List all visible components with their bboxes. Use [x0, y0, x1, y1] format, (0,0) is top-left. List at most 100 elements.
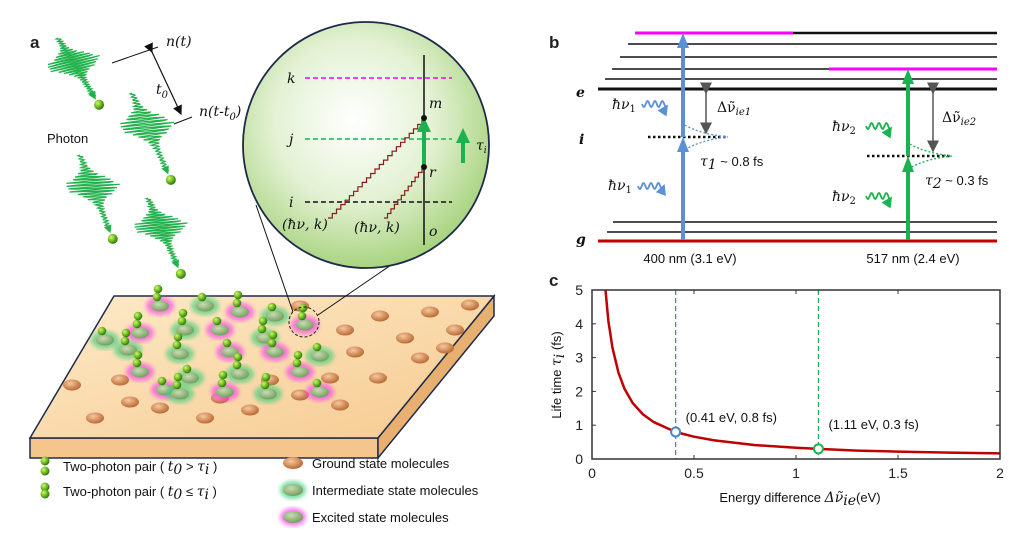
y-tick-label: 2 — [575, 383, 583, 399]
hv2-lower: ħν2 — [832, 189, 856, 207]
svg-text:Excited state molecules: Excited state molecules — [312, 510, 449, 525]
photon-ball-icon — [298, 303, 308, 313]
magnified-view-circle — [242, 21, 490, 269]
n-t-t0-leader-line — [173, 116, 193, 125]
point-m — [421, 115, 427, 121]
wavelength-label-517: 517 nm (2.4 eV) — [866, 251, 959, 266]
ground-state-molecule — [121, 396, 139, 408]
intermediate-state-molecule — [119, 344, 137, 356]
photon-ball-icon — [40, 482, 50, 492]
hv2-upper: ħν2 — [832, 119, 856, 137]
photon-ball-icon — [222, 338, 232, 348]
photon-ball-icon — [153, 284, 163, 294]
photon-ball-icon — [177, 316, 187, 326]
n-t-t0-label: n(t-t0) — [199, 104, 241, 123]
label-e: e — [576, 85, 585, 101]
ground-state-molecule — [421, 306, 439, 318]
y-tick-label: 1 — [575, 417, 583, 433]
photon-ball-icon — [197, 292, 207, 302]
intermediate-state-molecule — [176, 324, 194, 336]
photon-ball-icon — [232, 360, 242, 370]
axis-ticks: 0 0.5 1 1.5 2 0 1 2 3 4 5 — [575, 282, 1004, 481]
photon-arrow-head — [161, 165, 169, 175]
photon-wave-packets — [47, 37, 188, 279]
ground-state-molecule — [111, 374, 129, 386]
y-tick-label: 3 — [575, 350, 583, 366]
label-hv-k-2: (ħν, k) — [354, 220, 400, 236]
photon-wave-icon — [865, 121, 892, 139]
ground-state-molecule — [321, 372, 339, 384]
photon-ball-icon — [258, 316, 268, 326]
x-tick-label: 2 — [996, 465, 1004, 481]
photon-ball-icon — [257, 324, 267, 334]
excited-molecule-icon — [283, 511, 303, 523]
ground-state-molecule — [241, 404, 259, 416]
label-m: m — [429, 96, 442, 112]
ground-state-molecule — [196, 412, 214, 424]
svg-text:Intermediate state molecules: Intermediate state molecules — [312, 483, 479, 498]
point-r — [421, 164, 427, 170]
intermediate-molecule-icon — [283, 484, 303, 496]
arrow-head — [902, 156, 914, 172]
photon-wave-icon — [641, 99, 668, 117]
ground-state-molecule — [86, 412, 104, 424]
lifetime-profile-1 — [684, 124, 729, 151]
hv1-upper: ħν1 — [612, 97, 636, 115]
x-tick-label: 0.5 — [684, 465, 704, 481]
photon-ball-icon — [40, 466, 50, 476]
excited-state-molecule — [311, 386, 329, 398]
photon-ball-icon — [312, 342, 322, 352]
intermediate-state-molecule — [231, 368, 249, 380]
transition-arrow-head — [417, 117, 431, 132]
photon-label: Photon — [47, 131, 88, 146]
data-point-label-1: (0.41 eV, 0.8 fs) — [686, 410, 777, 425]
photon-ball-icon — [232, 298, 242, 308]
label-hv-k-1: (ħν, k) — [282, 217, 328, 233]
photon-ball-icon — [268, 330, 278, 340]
photon-staircase-1 — [328, 120, 423, 219]
wavelength-label-400: 400 nm (3.1 eV) — [643, 251, 736, 266]
excited-state-molecule — [211, 324, 229, 336]
svg-text:Two-photon pair ( t0 > τi ): Two-photon pair ( t0 > τi ) — [63, 459, 217, 478]
photon-ball-icon — [173, 332, 183, 342]
photon-ball-icon — [132, 358, 142, 368]
t0-label: t0 — [156, 82, 169, 101]
svg-text:Two-photon pair ( t0 ≤ τi ): Two-photon pair ( t0 ≤ τi ) — [63, 484, 217, 503]
photon-arrow-head — [88, 90, 96, 100]
photon-ball-icon — [260, 380, 270, 390]
photon-ball-icon — [173, 372, 183, 382]
tau2-label: τ2 ~ 0.3 fs — [925, 173, 989, 192]
legend-item-ground: Ground state molecules — [283, 456, 450, 471]
y-tick-label: 4 — [575, 316, 583, 332]
excited-state-molecule — [216, 386, 234, 398]
lifetime-profile-2 — [909, 143, 953, 169]
photon-ball-icon — [172, 380, 182, 390]
photon-wave-packet — [47, 37, 100, 97]
photon-arrow-head — [171, 259, 179, 269]
molecules-layer — [63, 284, 479, 424]
x-tick-label: 0 — [588, 465, 596, 481]
x-tick-label: 1.5 — [888, 465, 908, 481]
photon-ball-icon — [261, 372, 271, 382]
intermediate-state-molecule — [181, 372, 199, 384]
photon-ball-icon — [165, 174, 176, 185]
label-g: g — [576, 232, 586, 248]
photon-ball-icon — [293, 350, 303, 360]
photon-ball-icon — [182, 364, 192, 374]
ground-state-molecule — [461, 299, 479, 311]
legend-item-pair-separated: Two-photon pair ( t0 > τi ) — [40, 456, 217, 478]
photon-ball-icon — [132, 319, 142, 329]
ground-state-molecule — [369, 372, 387, 384]
photon-ball-icon — [233, 290, 243, 300]
arrow-head — [677, 33, 689, 48]
series-line-lifetime — [604, 289, 1001, 455]
intermediate-state-molecule — [266, 310, 284, 322]
label-r: r — [429, 165, 437, 181]
panel-label-a: a — [30, 33, 40, 52]
photon-wave-icon — [637, 181, 666, 197]
photon-wave-icon — [865, 191, 892, 209]
ground-state-molecule — [331, 399, 349, 411]
n-t-leader-line — [111, 46, 159, 64]
svg-text:Ground state molecules: Ground state molecules — [312, 456, 450, 471]
photon-wave-packet — [66, 154, 120, 230]
